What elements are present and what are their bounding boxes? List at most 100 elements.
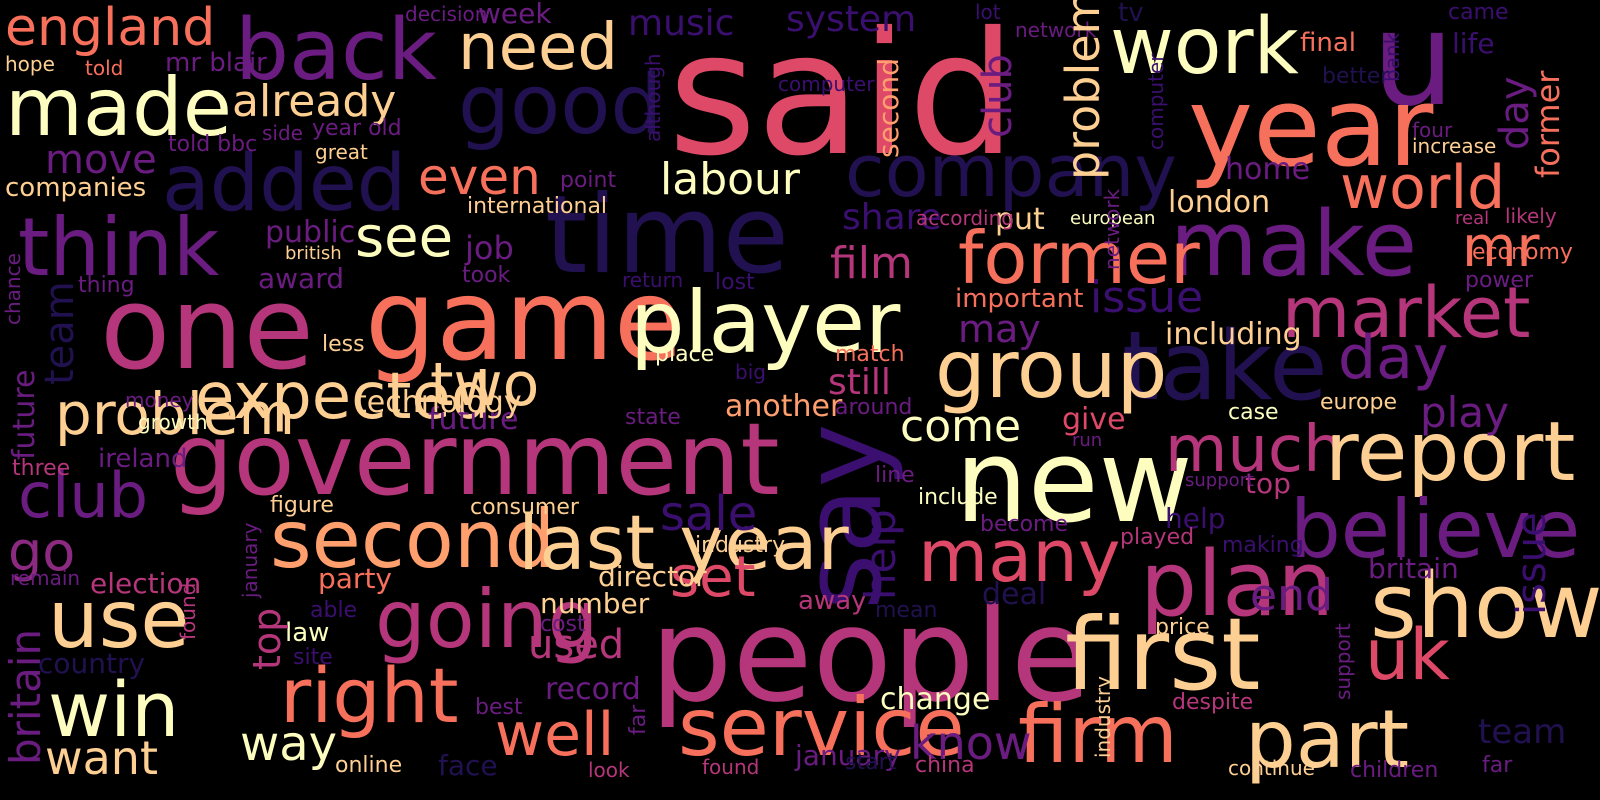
word-rise: better [1322, 64, 1390, 89]
word-believe: want [45, 731, 159, 785]
word-work: work [1110, 2, 1299, 92]
word-already: already [232, 76, 397, 127]
word-london: number [540, 587, 650, 620]
word-go: problem [55, 380, 295, 448]
word-britain: britain [1, 628, 50, 765]
word-came: likely [1505, 204, 1557, 228]
word-tv: european [1070, 208, 1156, 229]
word-used: set [670, 545, 756, 610]
word-figure: international [467, 194, 608, 219]
word-run: away [798, 586, 867, 616]
word-former: former [1529, 70, 1567, 178]
word-result: award [258, 262, 345, 295]
word-music: music [628, 3, 735, 44]
word-including: deal [982, 577, 1047, 612]
word-much: well [495, 700, 615, 770]
word-around: consumer [470, 495, 579, 520]
word-important: run [1072, 430, 1103, 451]
word-saying: match [835, 342, 905, 367]
word-real: around [835, 395, 913, 420]
word-move: move [45, 137, 157, 183]
word-great: job [465, 229, 514, 267]
word-match: support [1185, 470, 1255, 491]
word-see: see [355, 205, 454, 270]
word-set: show [1370, 554, 1600, 659]
word-remain: british [285, 243, 342, 264]
word-play: believe [1290, 483, 1581, 576]
word-report: way [240, 716, 338, 772]
word-final: power [1465, 268, 1533, 293]
word-company: company [845, 129, 1177, 213]
word-mobile: look [588, 758, 630, 782]
word-user: mr blair [165, 48, 267, 78]
word-increase: lost [715, 270, 755, 295]
word-last-year: two [430, 350, 540, 420]
word-week: britain [1368, 552, 1459, 585]
word-business: tv [1118, 0, 1144, 28]
word-january: january [238, 522, 262, 598]
word-european: big [735, 360, 766, 384]
word-although: although [641, 53, 665, 142]
word-time: time [545, 173, 790, 298]
word-right: sale [660, 486, 758, 542]
word-want: win [48, 665, 180, 754]
word-still: part [1245, 693, 1410, 786]
word-expected: may [958, 307, 1041, 351]
word-site: growth [138, 410, 208, 434]
word-line: mean [875, 598, 938, 623]
word-game: game [365, 256, 683, 386]
word-return: line [875, 463, 915, 488]
word-net: increase [1412, 134, 1497, 158]
word-going: second [270, 493, 556, 586]
word-include: price [1155, 615, 1210, 640]
word-three: point [560, 168, 617, 193]
word-four: return [622, 268, 684, 292]
word-ireland: great [315, 140, 368, 164]
word-mr-blair: party [318, 562, 392, 595]
word-england: england [5, 0, 216, 58]
word-far: far [626, 704, 651, 735]
word-another: help [1165, 502, 1226, 535]
word-market: market [1282, 272, 1531, 354]
word-children: best [475, 695, 523, 720]
word-told: another [725, 389, 843, 424]
word-top: top [245, 607, 289, 670]
word-world: world [1340, 153, 1506, 223]
word-online: remain [10, 566, 81, 590]
word-put: know [910, 716, 1032, 770]
word-election: took [462, 263, 511, 288]
word-lot: according [916, 206, 1014, 230]
word-two: group [935, 323, 1168, 416]
word-bank: bank [1380, 32, 1404, 82]
word-end: share [842, 197, 942, 238]
word-less: side [262, 121, 303, 145]
word-told-bbc: face [438, 749, 498, 782]
word-star: four [1412, 118, 1453, 142]
word-likely: state [625, 405, 681, 430]
word-able: money [125, 388, 194, 412]
word-played: far [1482, 753, 1513, 778]
word-computer-v: computer [1144, 53, 1168, 150]
word-country: issue [1090, 272, 1204, 323]
word-based: lot [975, 0, 1001, 24]
word-price: found [702, 755, 760, 779]
word-may: former [958, 216, 1200, 300]
word-support: support [1331, 623, 1355, 700]
word-despite: online [335, 753, 403, 778]
word-british: week [478, 0, 552, 30]
word-thing: team [1478, 712, 1567, 752]
word-economy: europe [1320, 390, 1397, 415]
word-really: came [1448, 0, 1509, 25]
word-big: played [1120, 525, 1195, 550]
word-know: still [828, 362, 891, 403]
word-point: public [265, 215, 356, 250]
word-best: three [12, 456, 71, 481]
word-well: use [48, 573, 190, 666]
word-state: become [980, 512, 1069, 537]
word-become: children [1350, 758, 1439, 783]
word-mean: january [795, 739, 901, 772]
word-network: network [1100, 188, 1124, 270]
word-took: decision [405, 2, 488, 26]
word-decision: future [428, 402, 519, 437]
word-added: added [162, 139, 407, 229]
